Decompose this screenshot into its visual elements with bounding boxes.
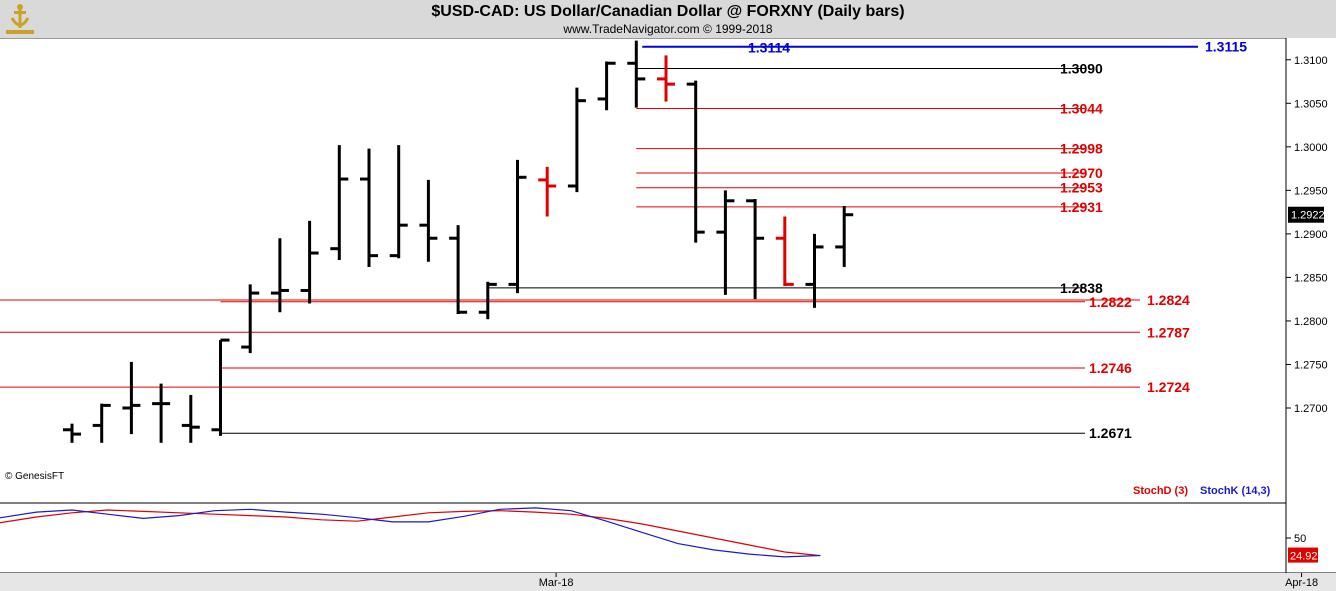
ohlc-bar	[122, 361, 141, 435]
level-label-1.2671: 1.2671	[1089, 425, 1132, 441]
stoch-legend-entry: StochD (3)	[1133, 485, 1188, 497]
ohlc-bar	[389, 145, 408, 259]
price-axis-bg	[1286, 38, 1336, 591]
ohlc-bar	[92, 403, 111, 443]
level-label-1.2822: 1.2822	[1089, 294, 1132, 310]
level-label-1.3044: 1.3044	[1060, 101, 1103, 117]
ohlc-bar	[211, 338, 230, 436]
stoch-legend-entry: StochK (14,3)	[1200, 485, 1271, 497]
ohlc-bar	[181, 394, 200, 443]
ohlc-bar	[63, 423, 81, 443]
ohlc-bar	[478, 281, 497, 320]
last-price-box	[1288, 206, 1324, 223]
ohlc-bar	[597, 61, 616, 111]
chart-header: $USD-CAD: US Dollar/Canadian Dollar @ FO…	[0, 0, 1336, 39]
level-label-1.3115: 1.3115	[1205, 39, 1247, 55]
price-tick-label: 1.2850	[1294, 272, 1328, 284]
price-tick-label: 1.3100	[1294, 55, 1328, 67]
ohlc-bar	[716, 190, 735, 295]
price-tick-label: 1.2750	[1294, 359, 1328, 371]
ohlc-bar	[508, 159, 527, 294]
credit-text: © GenesisFT	[5, 471, 64, 482]
time-axis-bg	[0, 573, 1336, 591]
stochastic-panel: StochD (3) StochK (14,3) 50 24.92	[0, 485, 1318, 563]
level-label-1.2746: 1.2746	[1089, 360, 1132, 376]
level-label-1.2953: 1.2953	[1060, 180, 1103, 196]
stoch-series-line	[0, 509, 821, 557]
stoch-series-line	[0, 507, 821, 558]
chart-subtitle: www.TradeNavigator.com © 1999-2018	[563, 22, 773, 36]
ohlc-bar	[330, 145, 349, 260]
ohlc-bar	[627, 40, 646, 108]
chart-title: $USD-CAD: US Dollar/Canadian Dollar @ FO…	[431, 3, 905, 20]
level-label-1.2931: 1.2931	[1060, 199, 1103, 215]
price-tick-label: 1.2800	[1294, 316, 1328, 328]
price-levels: 1.31151.31141.30901.30441.29981.29701.29…	[0, 39, 1247, 441]
anchor-trophy-icon	[6, 4, 34, 34]
price-tick-label: 1.2900	[1294, 229, 1328, 241]
stoch-last-box	[1288, 547, 1318, 563]
level-label-1.2970: 1.2970	[1060, 165, 1103, 181]
price-axis: 1.2700 1.2750 1.2800 1.2850 1.2900 1.2950 1.30…	[539, 55, 1328, 589]
ohlc-bar	[241, 284, 260, 354]
time-tick-label: Apr-18	[1285, 577, 1318, 589]
ohlc-bar	[805, 233, 824, 308]
level-label-1.3090: 1.3090	[1060, 60, 1103, 76]
price-tick-label: 1.2950	[1294, 185, 1328, 197]
last-price-label: 1.2922	[1291, 210, 1325, 222]
ohlc-bars	[63, 40, 854, 443]
ohlc-bar	[270, 238, 289, 313]
ohlc-bar	[300, 220, 319, 304]
level-label-1.2724: 1.2724	[1147, 379, 1190, 395]
ohlc-bar	[360, 148, 378, 267]
ohlc-bar	[567, 87, 586, 193]
ohlc-bar	[152, 383, 171, 443]
stoch-last-label: 24.92	[1290, 551, 1318, 563]
price-tick-label: 1.2700	[1294, 403, 1328, 415]
level-label-1.3114: 1.3114	[748, 40, 790, 56]
ohlc-bar	[419, 179, 438, 262]
level-label-1.2787: 1.2787	[1147, 324, 1190, 340]
level-label-1.2824: 1.2824	[1147, 292, 1190, 308]
ohlc-bar	[775, 216, 794, 287]
ohlc-bar	[657, 55, 675, 102]
ohlc-bar	[538, 166, 557, 217]
ohlc-bar	[835, 206, 854, 267]
level-label-1.2838: 1.2838	[1060, 280, 1103, 296]
price-tick-label: 1.3000	[1294, 142, 1328, 154]
time-tick-label: Mar-18	[539, 577, 574, 589]
ohlc-bar	[746, 199, 765, 300]
price-tick-label: 1.3050	[1294, 98, 1328, 110]
ohlc-bar	[686, 80, 705, 243]
stoch-tick-label: 50	[1294, 533, 1306, 545]
level-label-1.2998: 1.2998	[1060, 141, 1103, 157]
ohlc-bar	[449, 225, 468, 314]
